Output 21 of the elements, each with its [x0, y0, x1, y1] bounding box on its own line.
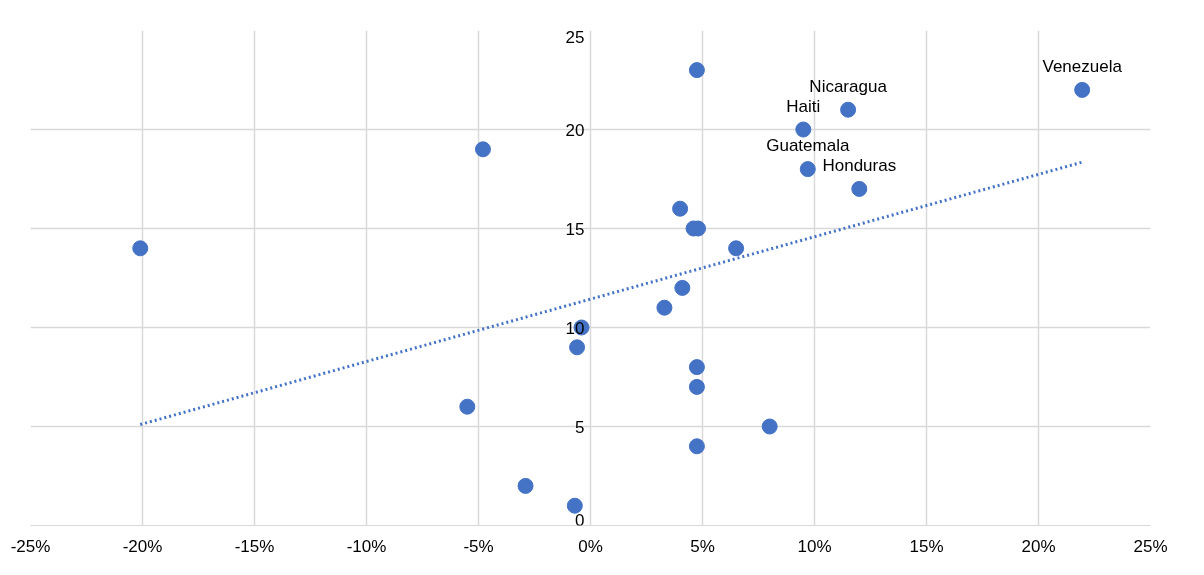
x-tick-label: 20%: [1021, 536, 1056, 556]
x-tick-label: -15%: [234, 536, 275, 556]
x-tick-label: 10%: [797, 536, 832, 556]
annotation: Nicaragua: [809, 76, 888, 96]
y-tick-label: 15: [565, 219, 585, 239]
x-tick-label: 5%: [690, 536, 715, 556]
x-tick-label: -5%: [463, 536, 494, 556]
annotation: Guatemala: [766, 136, 850, 156]
x-tick-label: -25%: [10, 536, 51, 556]
x-tick-label: 15%: [909, 536, 944, 556]
annotation: Haiti: [786, 96, 821, 116]
annotation: Honduras: [822, 155, 897, 175]
y-tick-label: 25: [565, 27, 585, 47]
y-tick-label: 0: [575, 510, 585, 530]
x-tick-label: 0%: [578, 536, 603, 556]
y-tick-label: 5: [575, 417, 585, 437]
x-tick-label: -20%: [122, 536, 163, 556]
x-tick-label: 25%: [1133, 536, 1168, 556]
y-tick-label: 20: [565, 120, 585, 140]
x-tick-label: -10%: [346, 536, 387, 556]
annotation: Venezuela: [1042, 56, 1123, 76]
